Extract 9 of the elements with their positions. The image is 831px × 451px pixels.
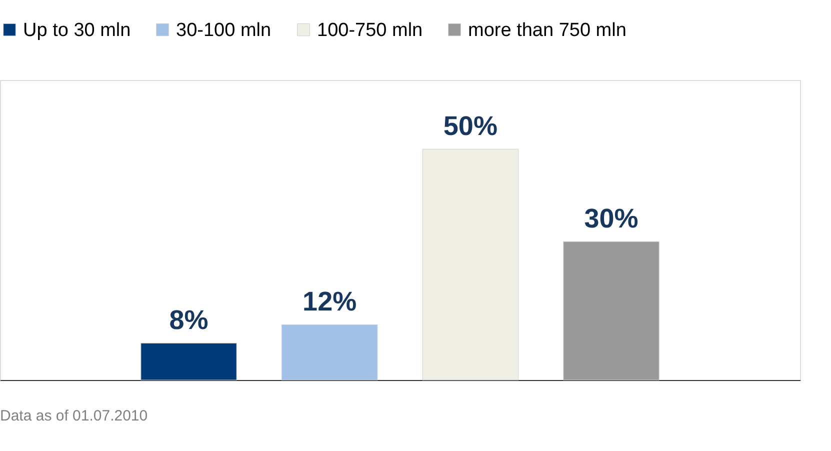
legend-label: 100-750 mln — [317, 20, 423, 41]
data-label: 30% — [584, 204, 638, 234]
legend-label: 30-100 mln — [176, 20, 272, 41]
data-label: 50% — [443, 111, 498, 142]
legend-label: Up to 30 mln — [23, 20, 131, 41]
text: Data as of 01.07.2010 — [0, 407, 148, 424]
data-label: 12% — [302, 286, 357, 317]
data-label: 8% — [169, 305, 208, 336]
legend-label: more than 750 mln — [468, 20, 626, 41]
